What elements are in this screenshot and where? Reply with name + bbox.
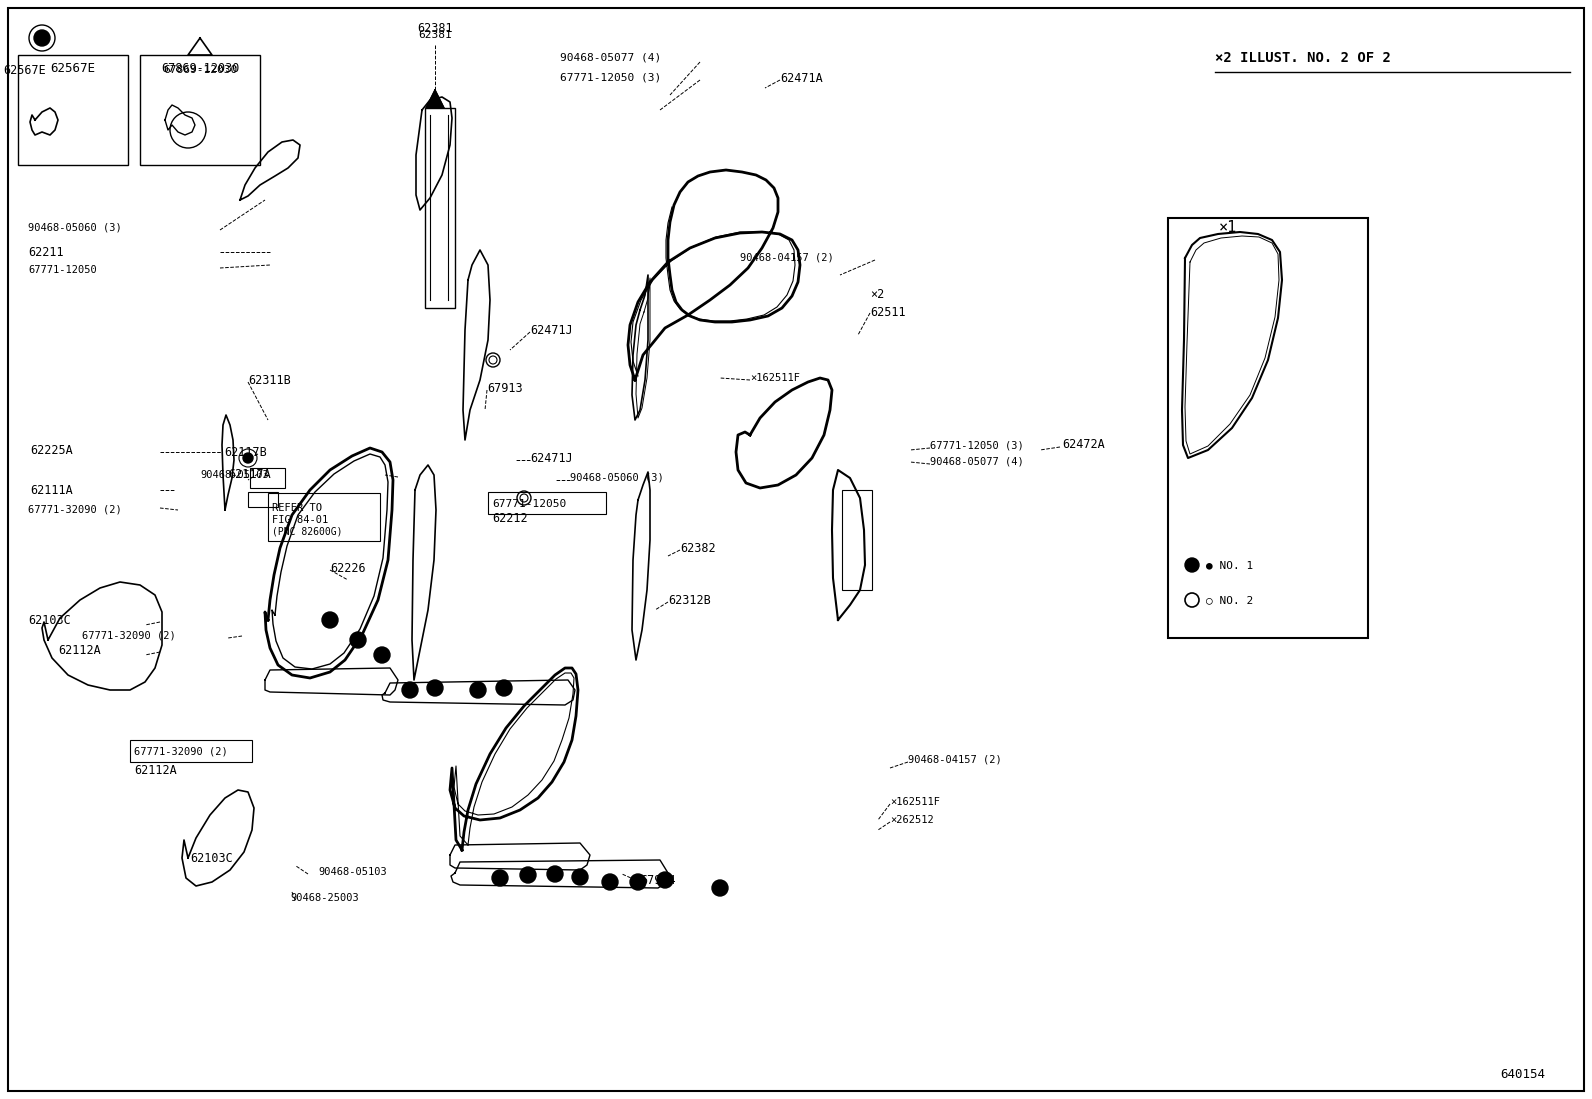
Circle shape — [350, 632, 366, 648]
Text: ○ NO. 2: ○ NO. 2 — [1207, 595, 1253, 606]
Text: 67913: 67913 — [487, 381, 522, 395]
Text: 62103C: 62103C — [189, 852, 232, 865]
Circle shape — [630, 874, 646, 890]
Text: 90468-25003: 90468-25003 — [290, 893, 358, 903]
Text: REFER TO: REFER TO — [272, 503, 322, 513]
Text: 62211: 62211 — [29, 245, 64, 258]
Bar — [489, 492, 607, 514]
Circle shape — [403, 682, 419, 698]
Bar — [425, 108, 455, 308]
Text: 67771-12050: 67771-12050 — [492, 499, 567, 509]
Text: 62471J: 62471J — [530, 323, 573, 336]
Circle shape — [492, 870, 508, 886]
Text: 62472A: 62472A — [1062, 439, 1105, 452]
Text: 62103C: 62103C — [29, 613, 70, 626]
Text: ×1: ×1 — [1219, 221, 1237, 235]
Circle shape — [712, 880, 728, 896]
Text: 62511: 62511 — [869, 306, 906, 319]
Text: 62381: 62381 — [419, 30, 452, 40]
Bar — [842, 490, 872, 590]
Text: 90468-05077 (4): 90468-05077 (4) — [930, 457, 1024, 467]
Circle shape — [470, 682, 486, 698]
Text: 90468-05103: 90468-05103 — [201, 470, 269, 480]
Text: 67771-32090 (2): 67771-32090 (2) — [83, 630, 175, 640]
Text: 90468-05077 (4): 90468-05077 (4) — [560, 53, 661, 63]
Bar — [140, 55, 259, 165]
Text: 62117A: 62117A — [228, 468, 271, 481]
Circle shape — [374, 647, 390, 663]
Circle shape — [244, 453, 253, 463]
Text: ● NO. 1: ● NO. 1 — [1207, 560, 1253, 570]
Bar — [250, 468, 285, 488]
Bar — [18, 55, 127, 165]
Text: 67771-32090 (2): 67771-32090 (2) — [29, 506, 121, 515]
Text: 67771-32090 (2): 67771-32090 (2) — [134, 747, 228, 757]
Text: ×162511F: ×162511F — [750, 373, 801, 382]
Text: 62111A: 62111A — [30, 484, 73, 497]
Polygon shape — [427, 90, 444, 108]
Text: 62312B: 62312B — [669, 593, 710, 607]
Text: ×162511F: ×162511F — [890, 797, 939, 807]
Text: 62381: 62381 — [417, 22, 452, 34]
Circle shape — [497, 680, 513, 696]
Text: 62382: 62382 — [680, 542, 716, 555]
Text: 90468-05103: 90468-05103 — [318, 867, 387, 877]
Text: 62471A: 62471A — [780, 71, 823, 85]
Text: ×262512: ×262512 — [890, 815, 935, 825]
Text: 90468-04157 (2): 90468-04157 (2) — [740, 253, 834, 263]
Text: 62212: 62212 — [492, 512, 527, 525]
Bar — [131, 740, 252, 762]
Circle shape — [427, 680, 443, 696]
Text: 62567E: 62567E — [3, 64, 46, 77]
Circle shape — [33, 30, 49, 46]
Text: ×2 ILLUST. NO. 2 OF 2: ×2 ILLUST. NO. 2 OF 2 — [1215, 51, 1391, 65]
Circle shape — [602, 874, 618, 890]
Text: 62471J: 62471J — [530, 452, 573, 465]
Text: 62226: 62226 — [330, 562, 366, 575]
Circle shape — [572, 869, 587, 885]
Text: FIG 84-01: FIG 84-01 — [272, 515, 328, 525]
Text: 67771-12050 (3): 67771-12050 (3) — [560, 73, 661, 84]
Circle shape — [521, 867, 537, 882]
Bar — [248, 492, 279, 507]
Text: 90468-05060 (3): 90468-05060 (3) — [570, 473, 664, 482]
Circle shape — [322, 612, 338, 628]
Text: 62117B: 62117B — [224, 445, 267, 458]
Text: 67869-12030: 67869-12030 — [161, 62, 239, 75]
Text: 62112A: 62112A — [134, 764, 177, 777]
Circle shape — [657, 872, 673, 888]
Bar — [267, 493, 380, 541]
Text: 640154: 640154 — [1500, 1068, 1544, 1081]
Text: ×2: ×2 — [869, 289, 884, 301]
Circle shape — [1184, 558, 1199, 571]
Text: 67771-12050 (3): 67771-12050 (3) — [930, 440, 1024, 449]
Text: 62225A: 62225A — [30, 444, 73, 456]
Text: (PNC 82600G): (PNC 82600G) — [272, 528, 342, 537]
Text: 62112A: 62112A — [57, 644, 100, 656]
Bar — [1169, 218, 1368, 639]
Text: 62567E: 62567E — [51, 62, 96, 75]
Text: 67914: 67914 — [640, 874, 675, 887]
Text: 67869-12030: 67869-12030 — [162, 65, 237, 75]
Text: 67771-12050: 67771-12050 — [29, 265, 97, 275]
Circle shape — [548, 866, 564, 882]
Text: 90468-05060 (3): 90468-05060 (3) — [29, 223, 121, 233]
Text: 90468-04157 (2): 90468-04157 (2) — [907, 755, 1001, 765]
Text: 62311B: 62311B — [248, 374, 291, 387]
